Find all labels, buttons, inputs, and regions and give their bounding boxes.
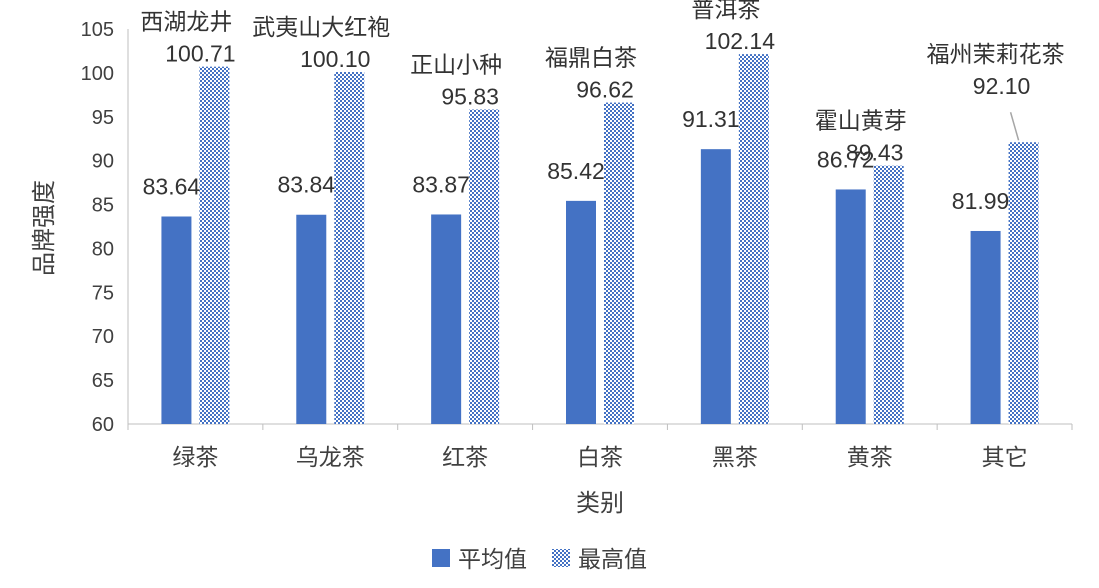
bar-average	[296, 214, 327, 424]
brand-annotation: 普洱茶	[691, 0, 760, 23]
brand-annotation: 福州茉莉花茶	[927, 42, 1065, 68]
maximum-value-label: 100.71	[165, 41, 235, 67]
bar-maximum	[199, 66, 230, 424]
legend-label-average: 平均值	[458, 547, 527, 573]
brand-annotation: 福鼎白茶	[545, 46, 637, 72]
y-tick-label: 105	[81, 19, 114, 41]
legend-label-maximum: 最高值	[578, 547, 647, 573]
y-tick-label: 90	[92, 151, 114, 173]
y-axis-title: 品牌强度	[30, 180, 58, 276]
average-value-label: 83.84	[278, 172, 336, 198]
x-category-label: 乌龙茶	[296, 445, 365, 471]
y-tick-label: 70	[92, 326, 114, 348]
x-category-label: 白茶	[577, 445, 623, 471]
bar-average	[566, 200, 596, 424]
maximum-value-label: 95.83	[441, 83, 499, 109]
average-value-label: 81.99	[952, 188, 1010, 214]
bar-maximum	[604, 102, 634, 425]
legend-swatch-average	[432, 549, 450, 567]
maximum-value-label: 96.62	[576, 77, 634, 103]
maximum-value-label: 100.10	[300, 46, 370, 72]
brand-annotation: 西湖龙井	[140, 10, 232, 36]
legend-swatch-maximum	[552, 549, 570, 567]
y-tick-label: 95	[92, 107, 114, 129]
x-axis-title: 类别	[576, 489, 624, 517]
y-tick-label: 65	[92, 370, 114, 392]
legend: 平均值 最高值	[432, 547, 647, 573]
maximum-value-label: 92.10	[973, 73, 1031, 99]
bars	[161, 54, 1039, 425]
bar-maximum	[738, 54, 769, 425]
average-value-label: 83.87	[412, 171, 470, 197]
bar-maximum	[334, 72, 365, 424]
maximum-value-label: 89.43	[846, 140, 904, 166]
x-category-label: 黄茶	[847, 445, 893, 471]
bar-average	[700, 149, 731, 424]
bar-maximum	[469, 109, 500, 425]
bar-maximum	[1008, 142, 1039, 424]
average-value-label: 91.31	[682, 106, 740, 132]
bar-maximum	[873, 165, 904, 425]
brand-annotation: 霍山黄芽	[815, 109, 907, 135]
y-tick-label: 75	[92, 282, 114, 304]
x-category-label: 绿茶	[172, 445, 218, 471]
y-tick-label: 80	[92, 238, 114, 260]
average-value-label: 83.64	[143, 173, 201, 199]
maximum-value-label: 102.14	[705, 28, 776, 54]
x-category-label: 其它	[982, 445, 1028, 471]
leader-line	[1009, 112, 1020, 141]
bar-average	[431, 214, 462, 424]
average-value-label: 85.42	[547, 158, 605, 184]
y-tick-label: 85	[92, 195, 114, 217]
x-category-label: 黑茶	[712, 445, 758, 471]
x-axis: 绿茶 乌龙茶 红茶 白茶 黑茶 黄茶 其它	[127, 423, 1073, 471]
bar-average	[835, 189, 866, 424]
x-category-label: 红茶	[442, 445, 488, 471]
y-tick-label: 60	[92, 414, 114, 436]
bar-average	[161, 216, 192, 424]
bar-average	[970, 230, 1001, 424]
brand-annotation: 武夷山大红袍	[252, 15, 390, 41]
y-axis: 60 65 70 75 80 85 90 95 100 105	[81, 19, 129, 436]
average-value-label: 86.72	[817, 146, 875, 172]
brand-annotation: 正山小种	[410, 52, 502, 78]
data-labels: 83.64 100.71 西湖龙井 83.84 100.10 武夷山大红袍 83.87 95.…	[140, 0, 1064, 214]
y-tick-label: 100	[81, 63, 114, 85]
